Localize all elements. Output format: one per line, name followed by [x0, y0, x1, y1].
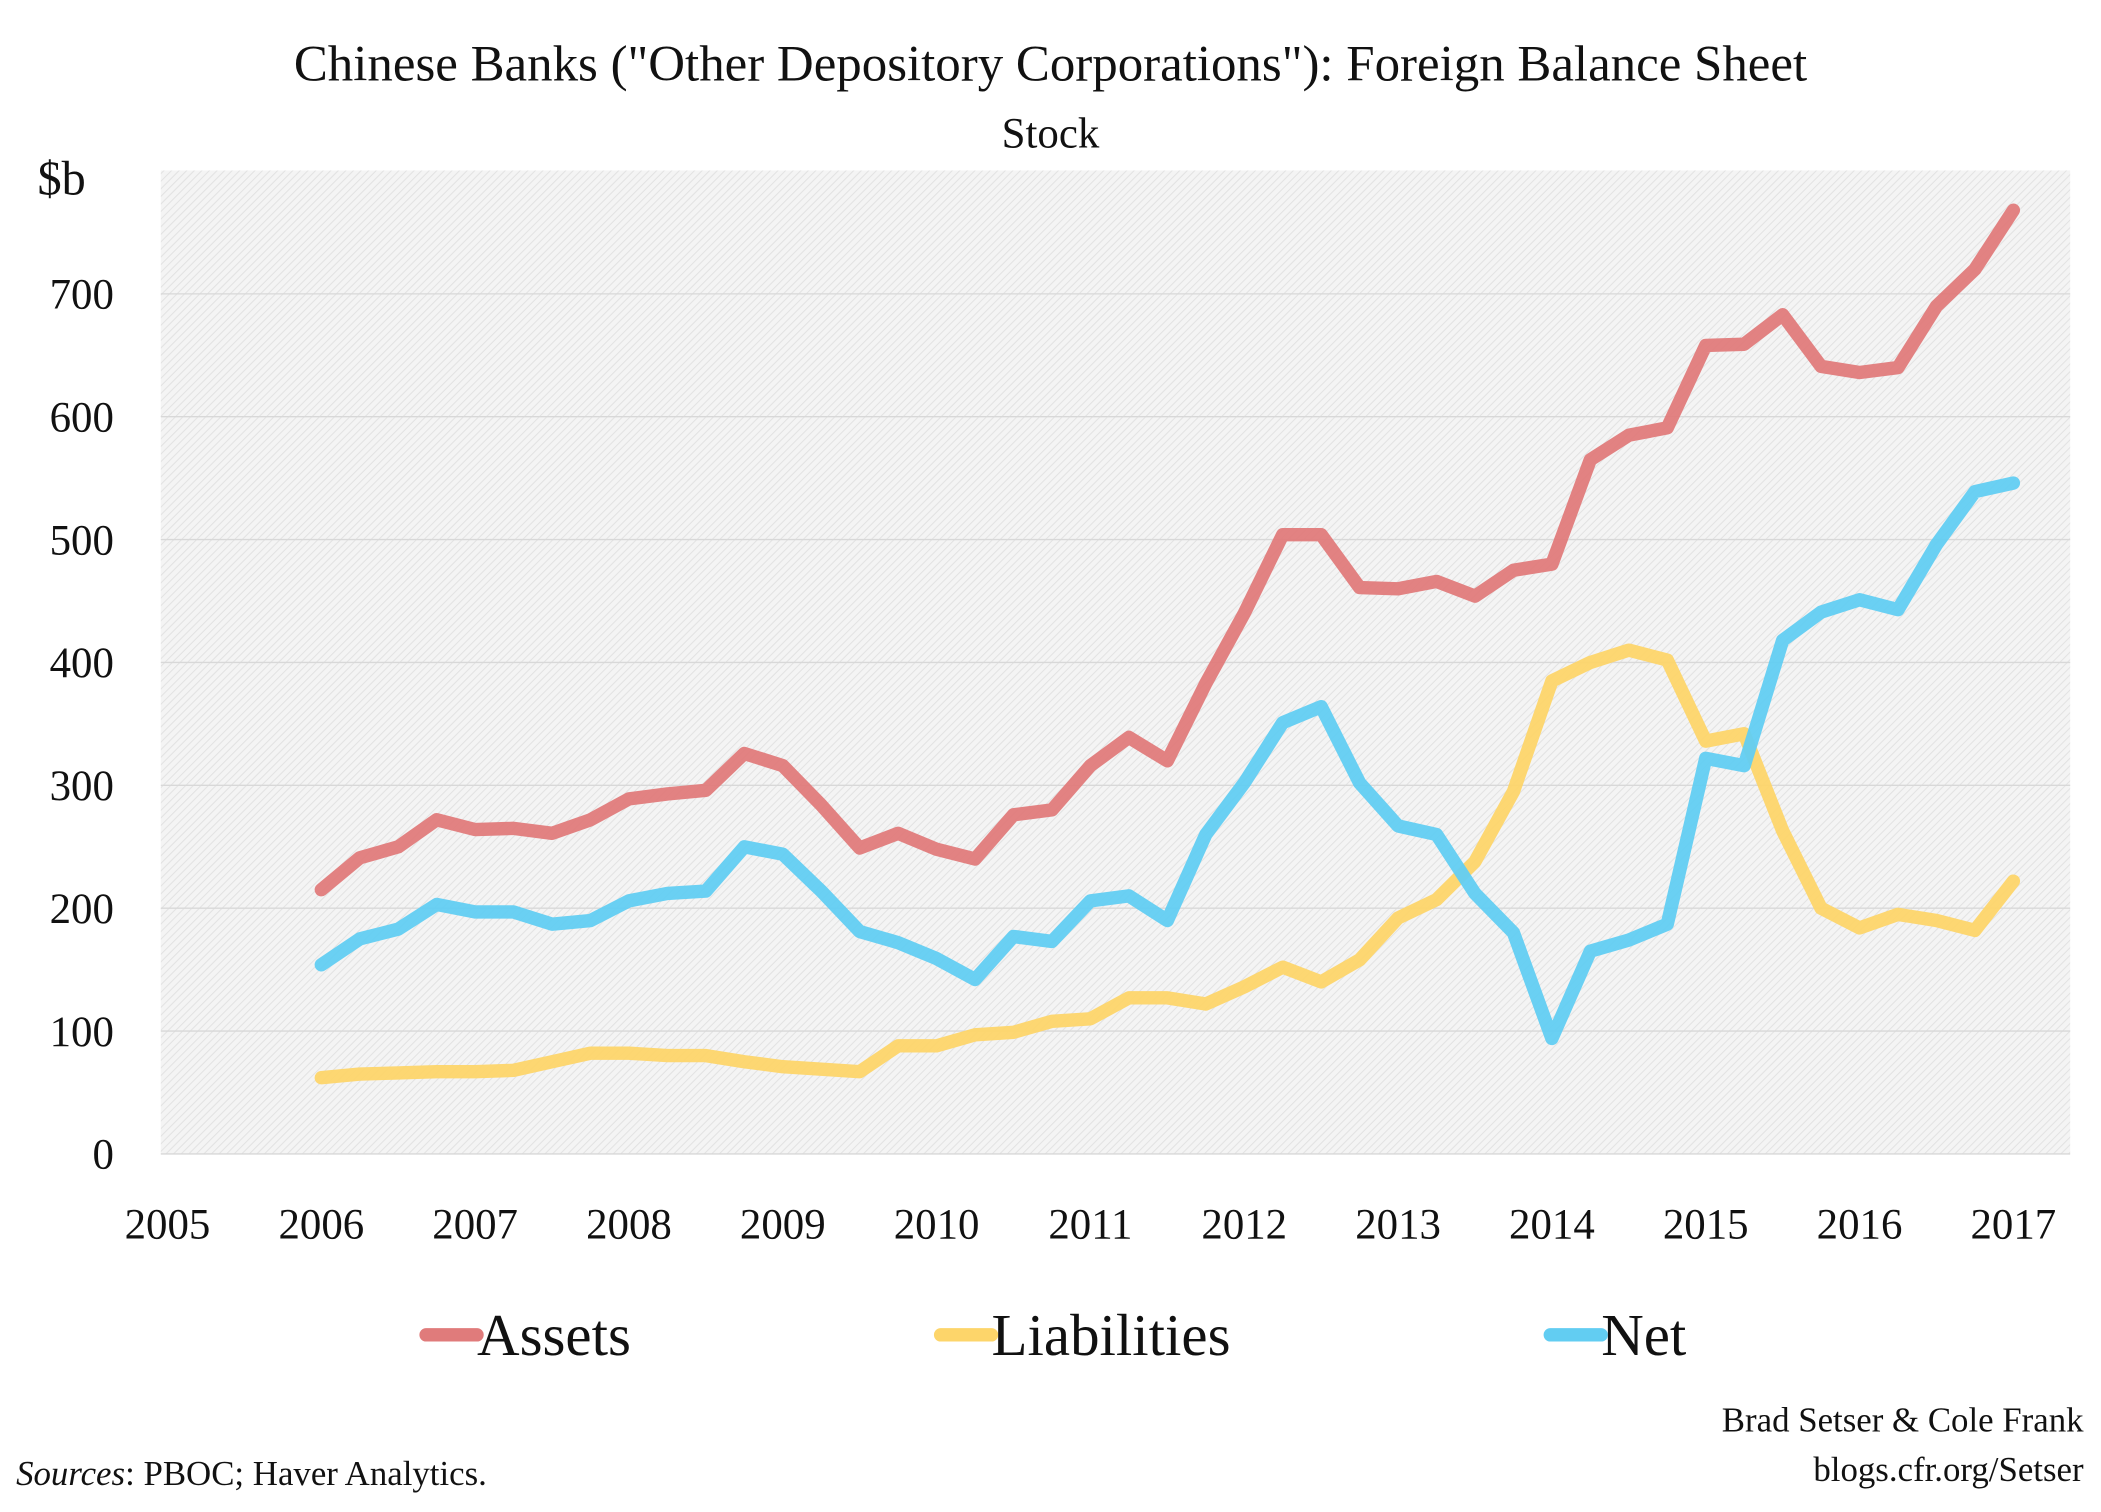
credit-authors: Brad Setser & Cole Frank [1722, 1400, 2084, 1439]
x-tick-label: 2006 [278, 1201, 364, 1248]
y-tick-label: 200 [50, 886, 114, 933]
legend-label: Assets [477, 1302, 631, 1368]
y-tick-label: 400 [50, 640, 114, 687]
chart-title: Chinese Banks ("Other Depository Corpora… [294, 37, 1807, 93]
x-tick-label: 2017 [1971, 1201, 2057, 1248]
x-tick-label: 2007 [432, 1201, 518, 1248]
series-line-assets [314, 203, 2021, 897]
legend-item-liabilities: Liabilities [933, 1302, 1231, 1368]
y-tick-label: 600 [50, 394, 114, 441]
series-line-net [314, 476, 2021, 1046]
x-tick-label: 2012 [1201, 1201, 1287, 1248]
legend-label: Net [1601, 1302, 1687, 1368]
x-tick-label: 2014 [1509, 1201, 1595, 1248]
sources-note: Sources: PBOC; Haver Analytics. [16, 1454, 487, 1493]
y-tick-label: 500 [50, 517, 114, 564]
y-tick-label: 0 [92, 1132, 113, 1179]
y-tick-label: 100 [50, 1009, 114, 1056]
x-tick-label: 2013 [1355, 1201, 1441, 1248]
x-tick-label: 2015 [1663, 1201, 1749, 1248]
x-tick-label: 2016 [1817, 1201, 1903, 1248]
chart-subtitle: Stock [1002, 111, 1100, 158]
legend-item-net: Net [1543, 1302, 1687, 1368]
y-tick-label: 700 [50, 272, 114, 319]
sources-label: Sources [16, 1454, 125, 1493]
sources-text: : PBOC; Haver Analytics. [125, 1454, 487, 1493]
y-axis-label: $b [38, 153, 86, 206]
credit-blog: blogs.cfr.org/Setser [1813, 1450, 2084, 1489]
x-tick-label: 2005 [125, 1201, 211, 1248]
x-tick-label: 2008 [586, 1201, 672, 1248]
series-line-liabilities [314, 643, 2021, 1085]
legend-item-assets: Assets [419, 1302, 631, 1368]
legend-label: Liabilities [992, 1302, 1231, 1368]
x-tick-label: 2009 [740, 1201, 826, 1248]
x-tick-label: 2010 [894, 1201, 980, 1248]
x-tick-label: 2011 [1048, 1201, 1132, 1248]
y-tick-label: 300 [50, 763, 114, 810]
